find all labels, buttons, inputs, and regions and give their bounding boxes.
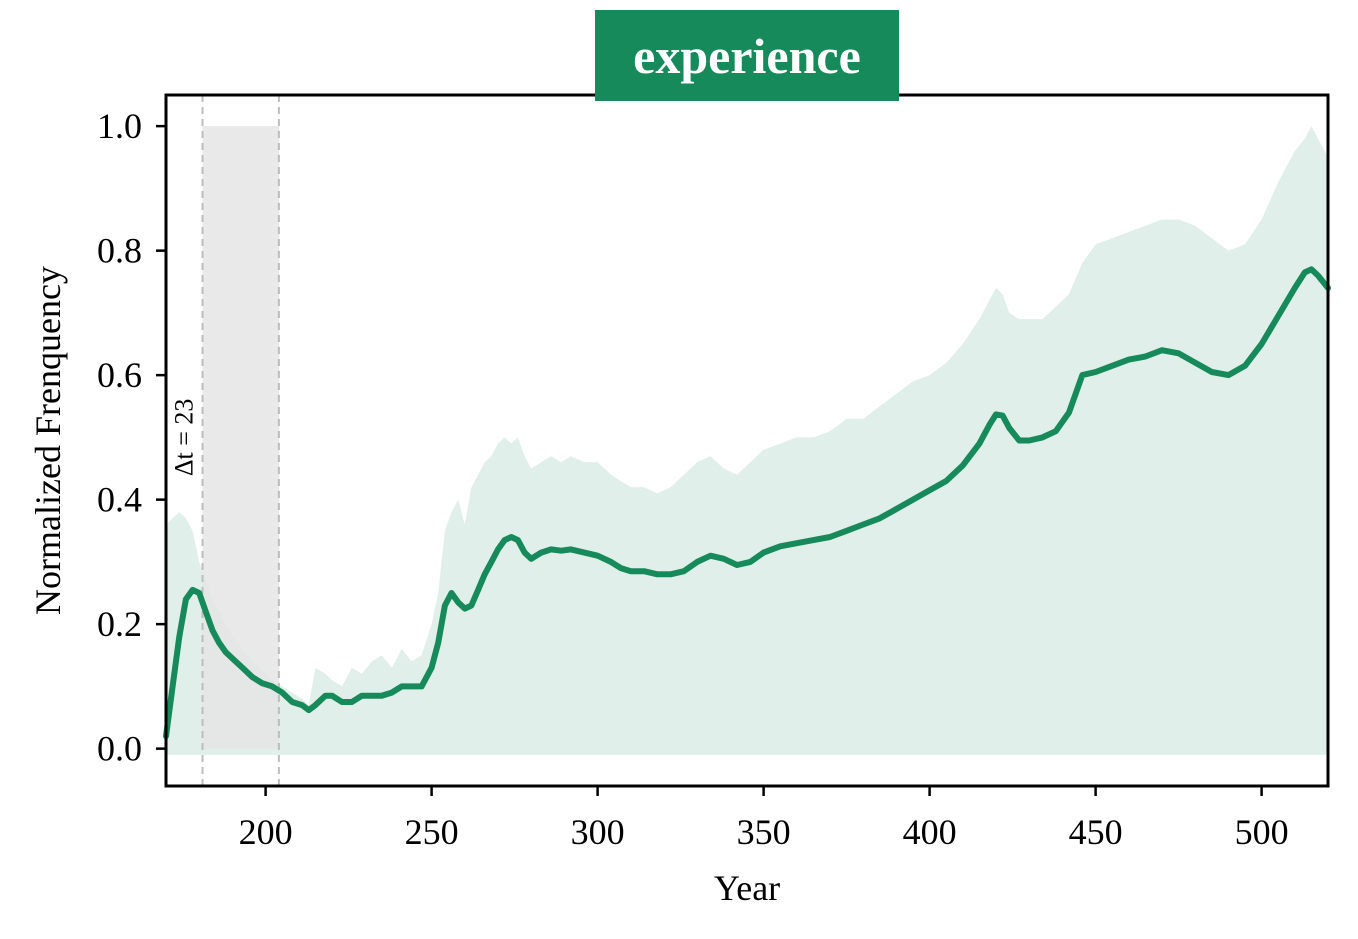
x-tick-label: 250 [405,812,459,852]
x-tick-label: 450 [1069,812,1123,852]
confidence-band [166,126,1328,755]
y-tick-label: 0.8 [97,231,142,271]
window-annotation: Δt = 23 [170,399,199,477]
y-tick-label: 0.0 [97,729,142,769]
chart-title: experience [595,10,899,101]
series-line [163,266,1331,740]
x-tick-label: 500 [1235,812,1289,852]
y-tick-label: 1.0 [97,106,142,146]
x-tick-label: 350 [737,812,791,852]
x-tick-label: 200 [239,812,293,852]
y-tick-label: 0.6 [97,355,142,395]
y-tick-label: 0.4 [97,480,142,520]
y-axis-label: Normalized Frenquency [28,266,68,615]
x-axis: 200 250 300 350 400 450 500 [239,786,1289,852]
x-tick-label: 300 [571,812,625,852]
x-tick-label: 400 [903,812,957,852]
y-tick-label: 0.2 [97,604,142,644]
y-axis: 0.0 0.2 0.4 0.6 0.8 1.0 [97,106,166,769]
x-axis-label: Year [714,868,780,908]
plot-layer [163,95,1331,786]
time-window-shade [202,126,279,749]
